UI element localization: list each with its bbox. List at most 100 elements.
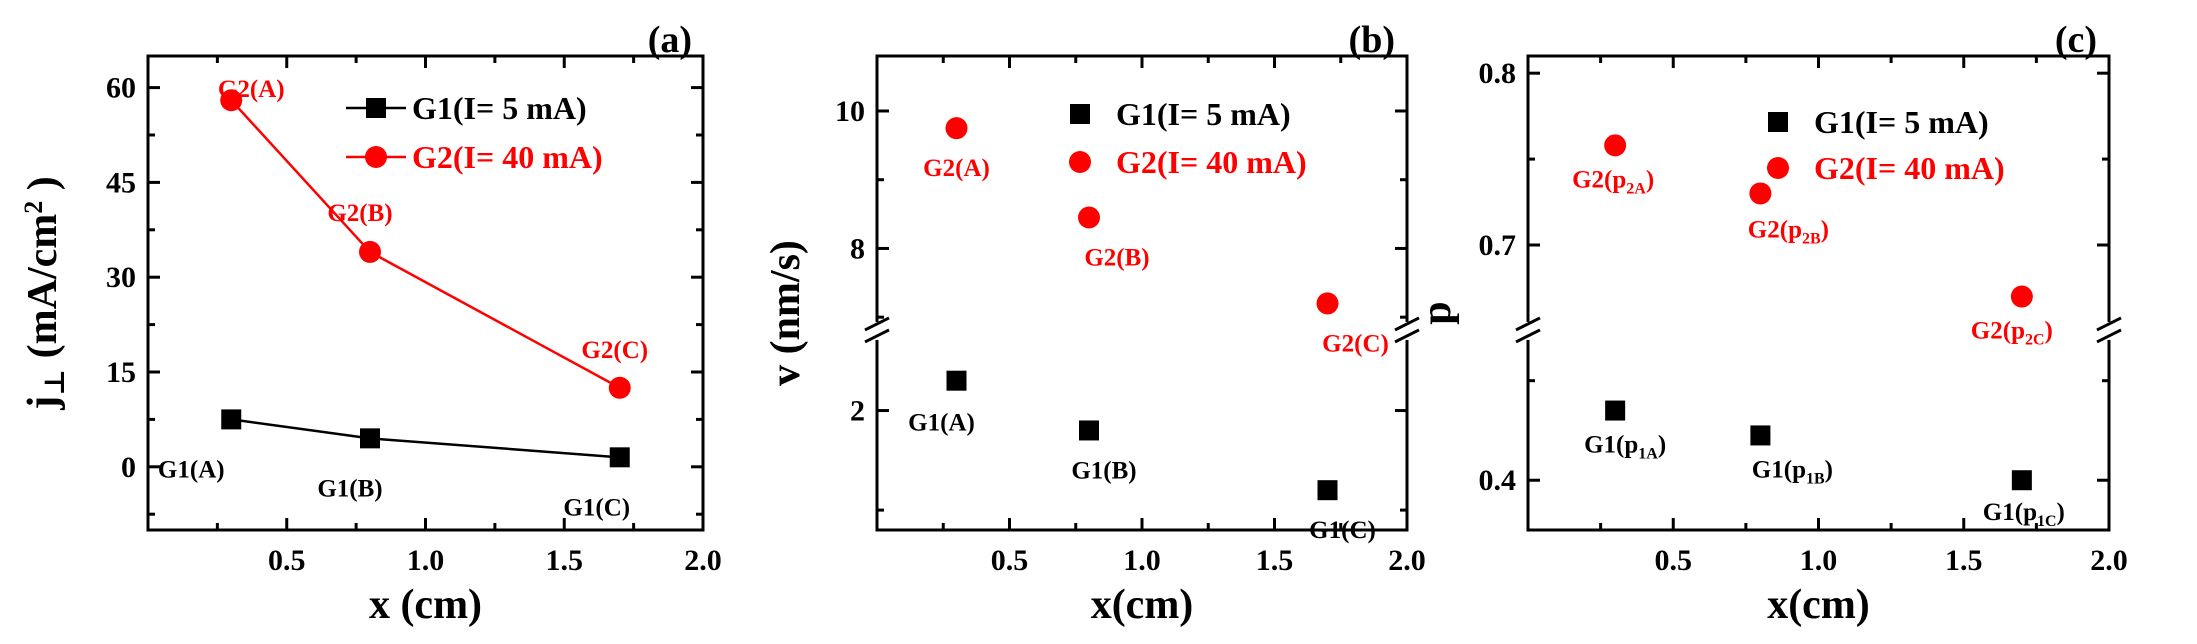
panel-label: (a) xyxy=(648,19,692,61)
legend-label: G2(I= 40 mA) xyxy=(412,139,603,175)
point-label: G2(B) xyxy=(327,200,392,227)
series-g1: G1(A) G1(B) G1(C) xyxy=(908,370,1376,544)
point-label: G2(C) xyxy=(581,337,648,364)
legend: G1(I= 5 mA) G2(I= 40 mA) xyxy=(1069,96,1307,180)
point-label: G1(p1C) xyxy=(1983,499,2065,530)
chart-panel-1: 0.5 1.0 1.5 2.0 0 15 30 45 60 (a) x (cm) j⊥ (mA/cm2… xyxy=(19,19,722,628)
axis-break-mark xyxy=(2096,328,2122,344)
y-tick-label: 0 xyxy=(121,451,136,484)
point-label: G2(C) xyxy=(1322,330,1389,357)
data-point xyxy=(1078,206,1100,229)
x-tick-label: 1.0 xyxy=(407,544,445,577)
axis-break-mark xyxy=(1394,316,1420,332)
x-tick-label: 0.5 xyxy=(1655,544,1693,577)
point-label: G2(A) xyxy=(923,155,990,182)
data-point xyxy=(359,240,381,263)
point-label: G1(p1B) xyxy=(1752,456,1833,487)
legend-label: G1(I= 5 mA) xyxy=(1116,96,1291,132)
x-tick-label: 2.0 xyxy=(1388,544,1426,577)
panel-label: (b) xyxy=(1349,19,1395,61)
point-label: G1(A) xyxy=(158,456,225,483)
axis-break-mark xyxy=(1515,316,1541,332)
legend-label: G1(I= 5 mA) xyxy=(1814,104,1989,140)
series-g1: G1(A) G1(B) G1(C) xyxy=(158,409,630,521)
legend-label: G2(I= 40 mA) xyxy=(1116,144,1307,180)
y-axis-label: v (nm/s) xyxy=(763,240,809,386)
x-tick-label: 1.0 xyxy=(1800,544,1838,577)
x-tick-label: 0.5 xyxy=(268,544,306,577)
y-tick-label: 0.4 xyxy=(1479,464,1517,497)
point-label: G2(p2B) xyxy=(1748,216,1829,247)
legend-marker xyxy=(1070,104,1090,124)
y-tick-label: 10 xyxy=(835,95,865,128)
point-label: G1(p1A) xyxy=(1584,432,1666,463)
axis-break-mark xyxy=(1394,328,1420,344)
data-point xyxy=(1317,480,1338,501)
legend-label: G2(I= 40 mA) xyxy=(1814,150,2005,186)
y-tick-label: 8 xyxy=(850,232,865,265)
series-g2: G2(A) G2(B) G2(C) xyxy=(218,76,648,399)
x-tick-label: 0.5 xyxy=(991,544,1029,577)
legend-marker xyxy=(1768,112,1788,132)
data-point xyxy=(608,376,631,399)
point-label: G1(C) xyxy=(1309,517,1376,544)
data-point xyxy=(1605,400,1626,421)
y-tick-label: 2 xyxy=(850,395,865,428)
data-point xyxy=(221,409,242,430)
axis-break-mark xyxy=(864,316,890,332)
axis-break-mark xyxy=(2096,316,2122,332)
y-tick-label: 0.8 xyxy=(1479,57,1517,90)
legend: G1(I= 5 mA) G2(I= 40 mA) xyxy=(1767,104,2005,186)
data-point xyxy=(1316,292,1339,315)
x-tick-label: 2.0 xyxy=(684,544,722,577)
point-label: G2(p2A) xyxy=(1572,166,1654,197)
legend: G1(I= 5 mA) G2(I= 40 mA) xyxy=(346,90,603,175)
series-g2: G2(p2A) G2(p2B) G2(p2C) xyxy=(1572,134,2053,349)
data-point xyxy=(1750,425,1771,446)
x-tick-label: 1.5 xyxy=(1945,544,1983,577)
axis-break-mark xyxy=(1515,328,1541,344)
legend-marker xyxy=(1767,157,1789,179)
x-axis-label: x(cm) xyxy=(1767,582,1870,628)
data-point xyxy=(1749,182,1772,205)
x-axis-label: x(cm) xyxy=(1091,582,1194,628)
point-label: G1(C) xyxy=(563,494,630,521)
series-g1: G1(p1A) G1(p1B) G1(p1C) xyxy=(1584,400,2065,530)
legend-label: G1(I= 5 mA) xyxy=(412,90,587,126)
y-tick-label: 0.7 xyxy=(1479,229,1517,262)
data-point xyxy=(2010,285,2033,308)
y-tick-label: 15 xyxy=(106,356,136,389)
chart-panel-3: 0.5 1.0 1.5 2.00.40.70.8(c)x(cm)pG1(p1A)G1(… xyxy=(1414,19,2128,628)
data-point xyxy=(1604,134,1627,157)
x-tick-label: 1.5 xyxy=(1256,544,1294,577)
y-tick-label: 45 xyxy=(106,166,136,199)
series-line xyxy=(231,418,620,459)
series-g2: G2(A) G2(B) G2(C) xyxy=(923,117,1389,357)
data-point xyxy=(609,447,630,468)
x-axis-label: x (cm) xyxy=(369,582,482,628)
legend-marker xyxy=(366,98,386,118)
data-point xyxy=(945,117,968,140)
axis-break-mark xyxy=(864,328,890,344)
y-tick-label: 30 xyxy=(106,261,136,294)
legend-marker xyxy=(1069,151,1091,173)
y-tick-label: 60 xyxy=(106,72,136,105)
y-axis-label: j⊥ (mA/cm2 ) xyxy=(19,176,71,411)
data-point xyxy=(220,89,243,112)
x-tick-label: 1.0 xyxy=(1123,544,1161,577)
x-tick-label: 1.5 xyxy=(546,544,584,577)
panel-label: (c) xyxy=(2055,19,2097,61)
data-point xyxy=(360,428,380,449)
data-point xyxy=(2011,470,2032,491)
point-label: G2(A) xyxy=(218,76,285,103)
data-point xyxy=(1079,420,1099,441)
point-label: G1(B) xyxy=(1071,457,1136,484)
point-label: G2(p2C) xyxy=(1971,318,2053,349)
point-label: G2(B) xyxy=(1084,245,1149,272)
point-label: G1(B) xyxy=(317,475,382,502)
data-point xyxy=(946,370,967,391)
point-label: G1(A) xyxy=(908,410,975,437)
x-tick-label: 2.0 xyxy=(2090,544,2128,577)
